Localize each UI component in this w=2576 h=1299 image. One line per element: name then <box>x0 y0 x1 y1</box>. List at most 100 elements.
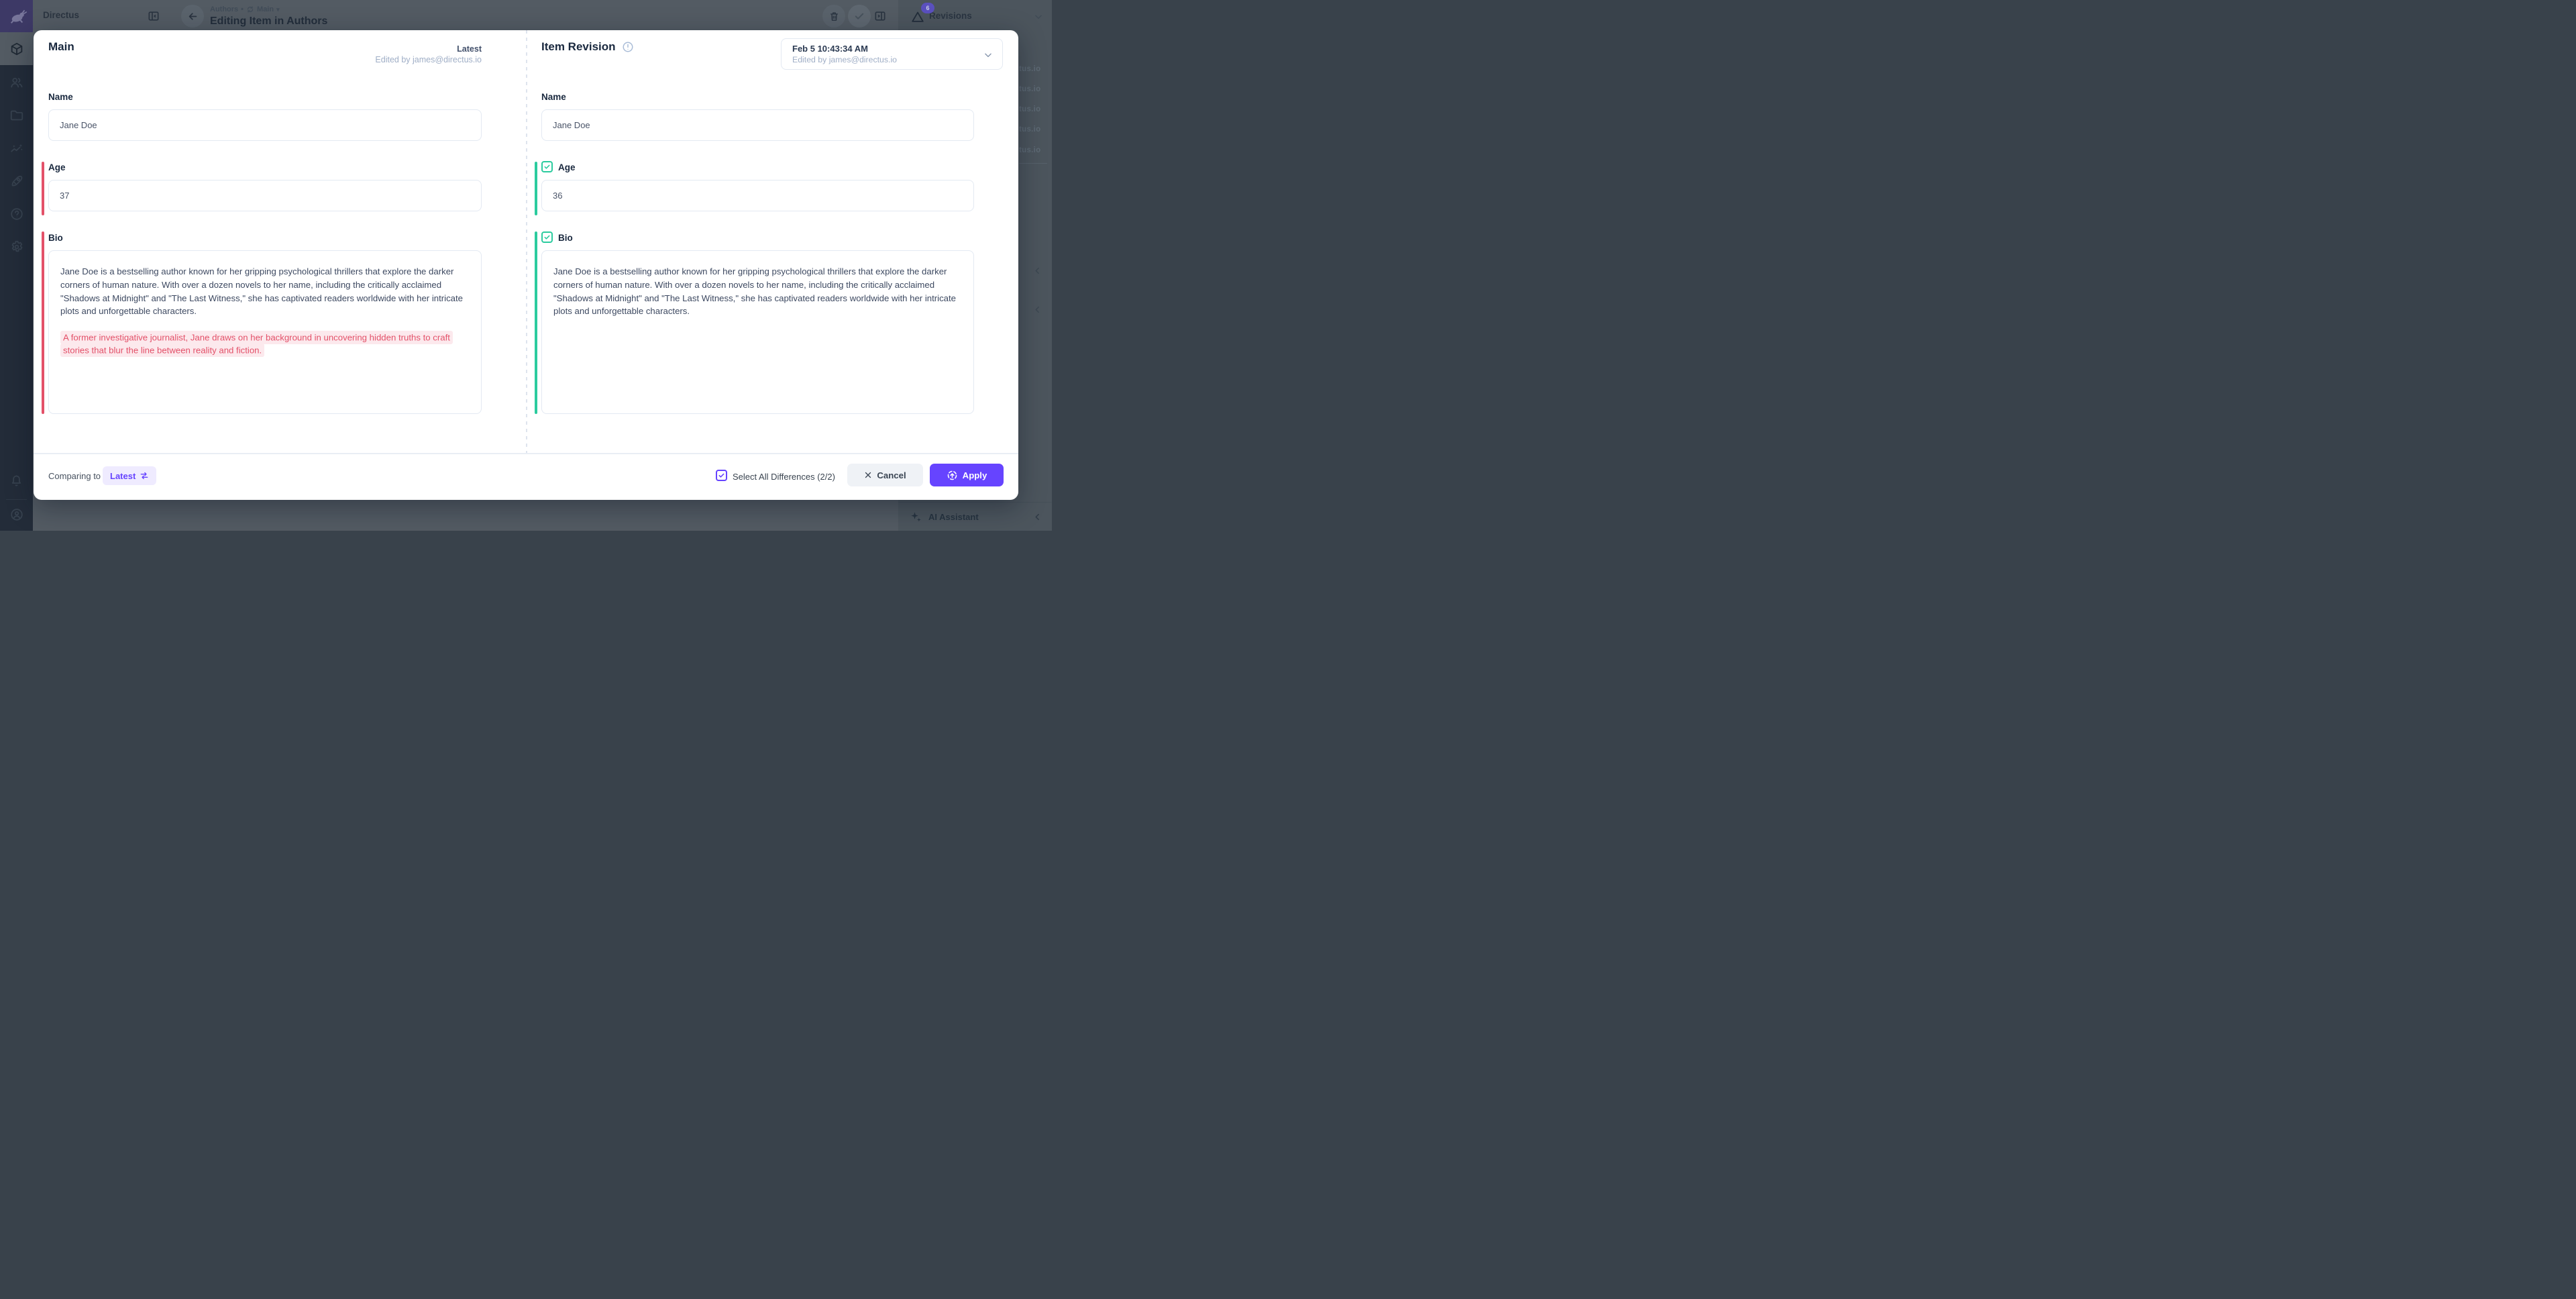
bio-paragraph: Jane Doe is a bestselling author known f… <box>553 266 957 317</box>
name-input-main[interactable] <box>48 109 482 141</box>
age-label: Age <box>48 162 66 172</box>
breadcrumb[interactable]: Authors • Main ▾ <box>210 5 280 13</box>
sparkle-icon <box>911 512 921 522</box>
removed-text-highlight: A former investigative journalist, Jane … <box>60 330 453 358</box>
close-icon <box>865 472 871 478</box>
chevron-left-icon[interactable] <box>1033 513 1042 521</box>
caret-down-icon: ▾ <box>276 5 280 13</box>
revisions-title: Revisions <box>929 11 972 21</box>
bio-label: Bio <box>48 233 63 243</box>
sidebar-item-content[interactable] <box>0 32 33 65</box>
bell-icon <box>11 475 21 486</box>
check-icon <box>718 473 724 478</box>
bio-paragraph-removed: A former investigative journalist, Jane … <box>60 330 470 358</box>
ai-assistant-bar[interactable]: AI Assistant <box>898 502 1052 531</box>
revision-title-text: Item Revision <box>541 40 616 53</box>
name-label: Name <box>541 92 566 102</box>
arrow-left-icon <box>189 12 197 20</box>
revision-item-fragment: tus.io <box>1019 65 1041 73</box>
apply-button[interactable]: Apply <box>930 464 1004 486</box>
page-title: Editing Item in Authors <box>210 15 328 27</box>
apply-label: Apply <box>962 470 987 480</box>
sidebar-item-files[interactable] <box>0 99 33 132</box>
help-icon <box>10 207 23 220</box>
cube-icon <box>11 42 22 55</box>
revision-edited-by: Edited by james@directus.io <box>792 55 898 64</box>
trash-icon <box>830 11 838 21</box>
delete-button[interactable] <box>822 5 845 28</box>
user-menu-button[interactable] <box>0 498 33 531</box>
rabbit-logo-icon <box>10 9 27 23</box>
info-icon[interactable] <box>622 41 634 53</box>
bio-field-main[interactable]: Jane Doe is a bestselling author known f… <box>48 250 482 414</box>
revisions-header[interactable]: 6 Revisions <box>898 0 1052 32</box>
collapse-left-icon <box>148 11 159 21</box>
age-diff-checkbox[interactable] <box>541 161 553 172</box>
diff-bar-added <box>535 231 537 414</box>
diff-bar-added <box>535 162 537 215</box>
select-all-checkbox[interactable] <box>716 470 727 481</box>
cancel-button[interactable]: Cancel <box>847 464 923 486</box>
breadcrumb-separator: • <box>241 5 244 13</box>
bio-field-revision[interactable]: Jane Doe is a bestselling author known f… <box>541 250 974 414</box>
revision-item-fragment: tus.io <box>1019 146 1041 154</box>
topbar: Directus Authors • Main ▾ Editing Item i… <box>33 0 898 32</box>
age-label: Age <box>558 162 576 172</box>
check-icon <box>855 13 864 19</box>
sidebar-item-help[interactable] <box>0 197 33 230</box>
version-label: Latest <box>457 44 482 54</box>
revision-compare-modal: Main Latest Edited by james@directus.io … <box>34 30 1018 500</box>
save-button[interactable] <box>848 5 871 28</box>
edited-by-label: Edited by james@directus.io <box>375 55 482 64</box>
main-column-meta: Latest Edited by james@directus.io <box>375 44 482 65</box>
folder-icon <box>10 110 23 120</box>
footer-divider <box>34 453 1018 454</box>
collapse-nav-button[interactable] <box>147 9 160 23</box>
diff-bar-removed <box>42 162 44 215</box>
revisions-icon <box>912 11 924 22</box>
panel-right-icon <box>875 11 885 21</box>
age-input-main[interactable] <box>48 180 482 211</box>
diff-bar-removed <box>42 231 44 414</box>
revision-item-fragment: tus.io <box>1019 85 1041 93</box>
apply-icon <box>947 470 957 480</box>
column-divider <box>526 30 527 453</box>
compare-target-value: Latest <box>110 470 136 481</box>
back-button[interactable] <box>181 5 204 28</box>
chevron-left-icon[interactable] <box>1033 266 1042 275</box>
revisions-divider <box>1019 163 1047 164</box>
bio-label: Bio <box>558 233 573 243</box>
sidebar-divider <box>6 499 27 500</box>
breadcrumb-collection[interactable]: Authors <box>210 5 239 13</box>
revision-item-fragment: tus.io <box>1019 105 1041 113</box>
name-input-revision[interactable] <box>541 109 974 141</box>
rocket-icon <box>11 175 22 186</box>
gear-icon <box>11 240 22 252</box>
toggle-sidebar-button[interactable] <box>873 9 887 23</box>
analytics-icon <box>10 144 22 152</box>
main-column-title: Main <box>48 40 74 53</box>
breadcrumb-version[interactable]: Main <box>257 5 274 13</box>
project-name: Directus <box>43 10 80 20</box>
bio-diff-checkbox[interactable] <box>541 231 553 243</box>
cancel-label: Cancel <box>877 470 906 480</box>
chevron-down-icon[interactable] <box>1034 12 1043 21</box>
bio-paragraph: Jane Doe is a bestselling author known f… <box>60 266 464 317</box>
version-icon <box>247 6 254 13</box>
name-label: Name <box>48 92 73 102</box>
revision-item-fragment: tus.io <box>1019 125 1041 134</box>
chevron-down-icon <box>985 53 991 58</box>
directus-app: Directus Authors • Main ▾ Editing Item i… <box>0 0 1052 531</box>
directus-logo[interactable] <box>0 0 33 32</box>
age-input-revision[interactable] <box>541 180 974 211</box>
select-all-label: Select All Differences (2/2) <box>733 472 835 482</box>
notifications-button[interactable] <box>0 464 33 497</box>
revision-select-dropdown[interactable]: Feb 5 10:43:34 AM Edited by james@direct… <box>781 38 1003 70</box>
sidebar-item-settings[interactable] <box>0 230 33 263</box>
sidebar-item-getting-started[interactable] <box>0 164 33 197</box>
sidebar-item-users[interactable] <box>0 66 33 99</box>
comparing-to-label: Comparing to <box>48 471 101 481</box>
compare-target-pill[interactable]: Latest <box>103 466 157 485</box>
chevron-left-icon[interactable] <box>1033 305 1042 314</box>
sidebar-item-insights[interactable] <box>0 132 33 164</box>
